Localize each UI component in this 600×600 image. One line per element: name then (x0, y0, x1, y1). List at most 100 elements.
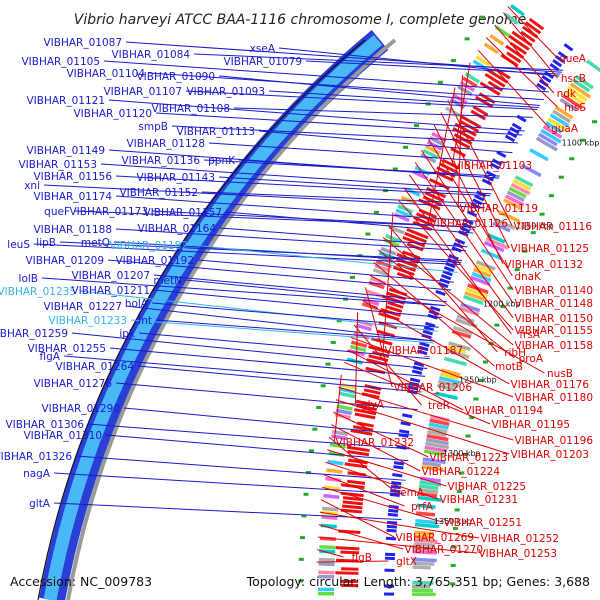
reverse-gene-mark (450, 147, 467, 158)
right-leader-line (503, 12, 558, 79)
left-leader-line (225, 211, 474, 234)
left-leader-line (125, 305, 435, 342)
gc-mark (514, 268, 520, 272)
cog-block-inner (552, 109, 572, 124)
left-leader-line (107, 259, 452, 291)
left-leader-line (151, 302, 439, 328)
cog-block-outer (397, 204, 414, 214)
cog-block-inner (426, 434, 449, 442)
cog-block-inner (427, 430, 447, 438)
left-leader-line (155, 319, 435, 342)
reverse-gene-mark (340, 508, 363, 514)
right-leader-line (328, 436, 396, 493)
left-leader-line (219, 227, 468, 248)
cog-block-inner (460, 302, 481, 313)
cog-block-inner (549, 113, 570, 128)
right-gene-label: VIBHAR_01116 (513, 221, 592, 233)
reverse-gene-mark (354, 408, 377, 416)
right-leader-line (447, 99, 513, 227)
left-leader-line (193, 53, 564, 71)
forward-gene-mark (429, 305, 441, 312)
kbp-tick-label: 1350 kbp (434, 517, 472, 526)
right-gene-label: VIBHAR_01150 (514, 313, 593, 325)
cog-block-inner (417, 495, 442, 502)
forward-gene-mark (423, 325, 435, 332)
right-gene-label: prfA (411, 501, 434, 513)
reverse-gene-mark (381, 294, 405, 305)
cog-block-inner (569, 82, 592, 99)
cog-block-inner (413, 538, 438, 544)
reverse-gene-mark (354, 412, 376, 420)
reverse-gene-mark (402, 235, 426, 248)
gc-mark (298, 557, 304, 561)
cog-block-inner (559, 97, 578, 112)
left-gene-label: flgA (40, 351, 61, 363)
right-gene-label: VIBHAR_01251 (443, 517, 522, 529)
gc-mark (451, 545, 457, 549)
right-leader-line (397, 199, 514, 331)
right-leader-line (323, 474, 405, 507)
forward-gene-mark (392, 473, 403, 478)
cog-block-outer (475, 55, 491, 67)
cog-block-inner (544, 121, 563, 134)
cog-block-outer (338, 391, 356, 399)
forward-gene-mark (489, 162, 501, 170)
cog-block-outer (420, 153, 437, 164)
reverse-gene-mark (470, 109, 487, 121)
left-gene-label: VIBHAR_01149 (26, 145, 105, 157)
reverse-gene-mark (347, 449, 370, 457)
right-leader-line (420, 149, 514, 291)
right-gene-label: ndk (557, 88, 577, 100)
forward-gene-mark (388, 508, 399, 513)
right-leader-line (507, 6, 558, 59)
left-leader-line (148, 72, 544, 101)
kbp-tick-label: 1150 kbp (516, 221, 554, 230)
cog-block-outer (331, 434, 348, 441)
cog-block-outer (503, 12, 519, 25)
right-gene-label: VIBHAR_01125 (510, 243, 589, 255)
gc-mark (392, 167, 398, 171)
reverse-gene-mark (418, 208, 438, 219)
left-gene-label: ppnK (208, 155, 236, 167)
gc-mark (539, 212, 545, 216)
reverse-gene-mark (509, 41, 527, 55)
forward-gene-mark (413, 361, 425, 367)
right-gene-label: VIBHAR_01232 (335, 437, 414, 449)
reverse-gene-mark (413, 216, 434, 227)
right-gene-label: VIBHAR_01158 (514, 340, 593, 352)
left-leader-line (138, 332, 430, 360)
reverse-gene-mark (406, 227, 429, 240)
left-gene-label: ipk (119, 328, 136, 340)
left-gene-label: metN (153, 275, 182, 287)
left-gene-label: VIBHAR_01084 (111, 49, 190, 61)
right-leader-line (333, 411, 429, 458)
cog-block-outer (349, 344, 367, 353)
right-leader-line (322, 486, 443, 523)
cog-block-inner (437, 379, 460, 389)
gc-mark (592, 120, 598, 124)
gc-mark (477, 379, 483, 383)
right-leader-line (382, 237, 514, 346)
cog-block-inner (416, 503, 436, 509)
forward-gene-mark (386, 524, 397, 529)
left-leader-line (233, 107, 533, 118)
cog-block-inner (418, 488, 439, 494)
cog-block-inner (414, 534, 433, 540)
cog-block-outer (327, 459, 344, 466)
right-gene-label: hscB (561, 73, 586, 85)
cog-block-inner (469, 275, 491, 287)
left-gene-label: VIBHAR_01107 (103, 86, 182, 98)
reverse-gene-mark (484, 72, 506, 88)
cog-block-inner (422, 461, 441, 468)
cog-block-inner (413, 542, 435, 547)
cog-block-inner (485, 236, 509, 250)
right-leader-line (327, 449, 447, 487)
cog-block-outer (319, 544, 336, 550)
gc-mark (500, 305, 506, 309)
reverse-gene-mark (479, 81, 501, 96)
cog-block-inner (452, 325, 473, 336)
left-leader-line (53, 472, 405, 495)
forward-gene-mark (390, 488, 401, 494)
forward-gene-mark (416, 349, 428, 356)
